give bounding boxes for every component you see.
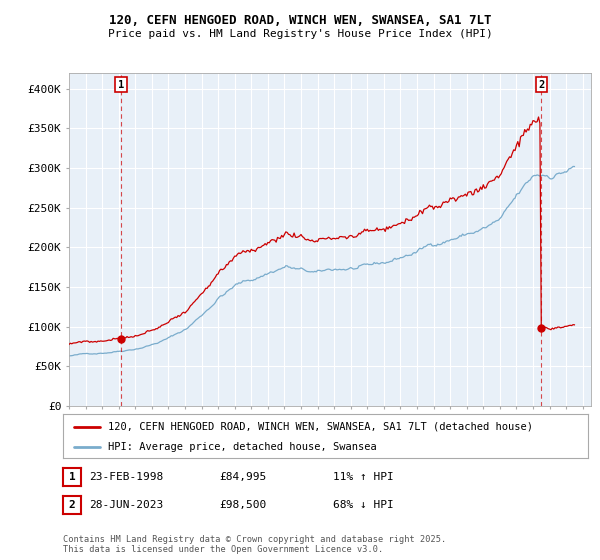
Text: HPI: Average price, detached house, Swansea: HPI: Average price, detached house, Swan… — [107, 442, 376, 452]
Text: Contains HM Land Registry data © Crown copyright and database right 2025.
This d: Contains HM Land Registry data © Crown c… — [63, 535, 446, 554]
Text: 23-FEB-1998: 23-FEB-1998 — [89, 472, 163, 482]
Text: £98,500: £98,500 — [219, 500, 266, 510]
Text: 2: 2 — [68, 500, 76, 510]
Text: 68% ↓ HPI: 68% ↓ HPI — [333, 500, 394, 510]
Text: £84,995: £84,995 — [219, 472, 266, 482]
Text: 120, CEFN HENGOED ROAD, WINCH WEN, SWANSEA, SA1 7LT: 120, CEFN HENGOED ROAD, WINCH WEN, SWANS… — [109, 14, 491, 27]
Text: 1: 1 — [118, 80, 124, 90]
Text: 120, CEFN HENGOED ROAD, WINCH WEN, SWANSEA, SA1 7LT (detached house): 120, CEFN HENGOED ROAD, WINCH WEN, SWANS… — [107, 422, 533, 432]
Text: 1: 1 — [68, 472, 76, 482]
Text: 11% ↑ HPI: 11% ↑ HPI — [333, 472, 394, 482]
Text: Price paid vs. HM Land Registry's House Price Index (HPI): Price paid vs. HM Land Registry's House … — [107, 29, 493, 39]
Text: 28-JUN-2023: 28-JUN-2023 — [89, 500, 163, 510]
Text: 2: 2 — [538, 80, 544, 90]
